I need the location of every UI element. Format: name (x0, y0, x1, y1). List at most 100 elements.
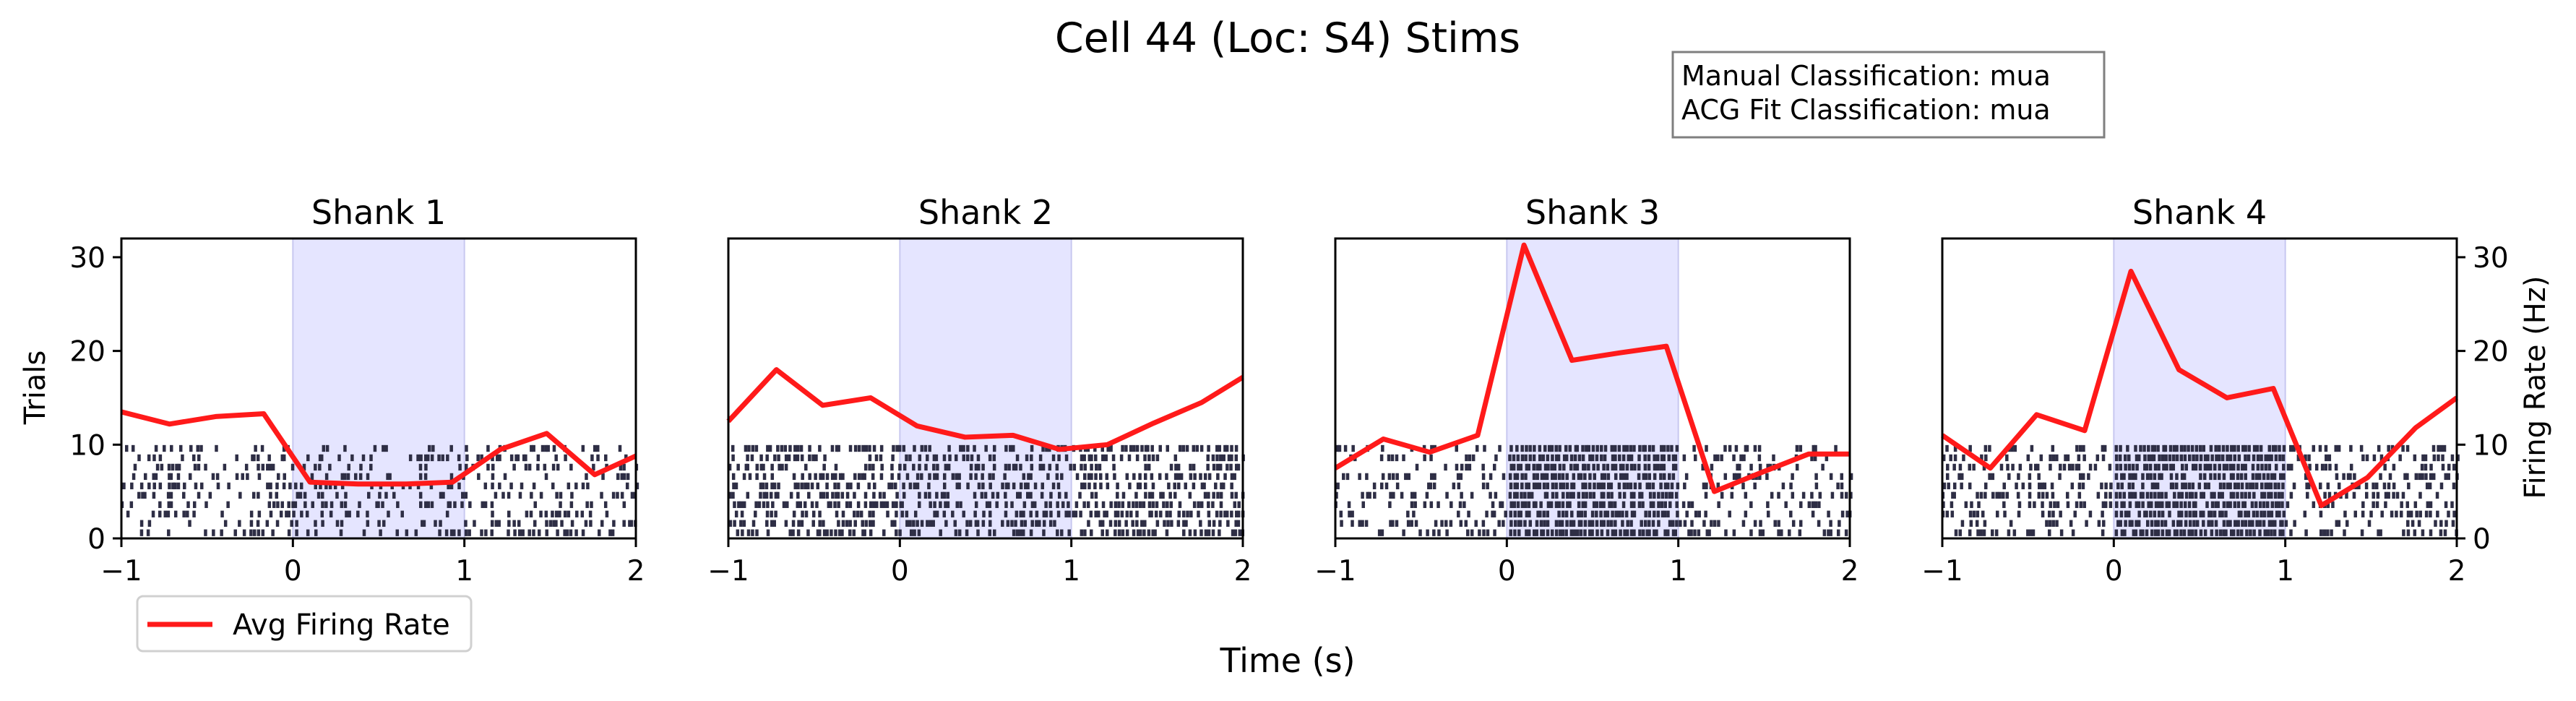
spike-tick (2418, 491, 2422, 499)
spike-tick (731, 491, 735, 499)
spike-tick (154, 444, 158, 452)
spike-tick (2254, 482, 2259, 490)
spike-tick (819, 491, 823, 499)
spike-tick (171, 482, 175, 490)
spike-tick (2184, 520, 2188, 527)
spike-tick (1562, 463, 1566, 471)
spike-tick (773, 454, 777, 462)
spike-tick (1647, 520, 1651, 527)
spike-tick (1128, 482, 1132, 490)
spike-tick (1094, 473, 1098, 481)
axes-frame (1941, 237, 2458, 540)
spike-tick (746, 454, 749, 462)
spike-tick (287, 529, 291, 536)
spike-tick (879, 454, 883, 462)
spike-tick (885, 501, 889, 508)
spike-tick (2093, 463, 2098, 471)
spike-tick (830, 529, 833, 536)
spike-tick (285, 510, 288, 517)
spike-tick (2426, 501, 2430, 508)
spike-tick (2056, 501, 2060, 508)
spike-tick (2137, 454, 2141, 462)
spike-tick (275, 491, 279, 499)
spike-tick (1154, 510, 1158, 517)
spike-tick (895, 529, 898, 536)
spike-tick (808, 473, 811, 481)
spike-tick (2051, 510, 2055, 517)
spike-tick (1662, 463, 1666, 471)
spike-tick (818, 520, 822, 527)
rate-tick-label: 20 (2473, 336, 2509, 369)
spike-tick (186, 501, 190, 508)
spike-tick (516, 454, 520, 462)
spike-tick (543, 463, 547, 471)
spike-tick (2085, 520, 2088, 527)
spike-tick (1481, 473, 1486, 481)
spike-tick (182, 510, 186, 517)
spike-tick (1192, 482, 1196, 490)
spike-tick (940, 491, 944, 499)
spike-tick (2441, 463, 2445, 471)
spike-tick (1230, 454, 1233, 462)
spike-tick (2150, 520, 2154, 527)
spike-tick (2071, 529, 2075, 536)
spike-tick (1581, 501, 1585, 508)
spike-tick (1657, 501, 1660, 508)
spike-tick (569, 463, 573, 471)
spike-tick (1129, 444, 1133, 452)
spike-tick (739, 520, 743, 527)
spike-tick (581, 482, 585, 490)
spike-tick (1051, 454, 1056, 462)
spike-tick (1520, 444, 1524, 452)
spike-tick (814, 454, 818, 462)
spike-tick (2104, 482, 2108, 490)
spike-tick (1012, 444, 1015, 452)
spike-tick (1509, 444, 1513, 452)
spike-tick (1136, 482, 1140, 490)
spike-tick (2036, 463, 2040, 471)
spike-tick (1087, 454, 1092, 462)
spike-tick (408, 454, 413, 462)
spike-tick (796, 529, 801, 536)
spike-tick (1489, 473, 1493, 481)
spike-tick (441, 491, 445, 499)
spike-tick (480, 529, 483, 536)
spike-tick (1781, 482, 1785, 490)
spike-tick (2135, 501, 2139, 508)
spike-tick (386, 473, 389, 481)
spike-tick (946, 491, 949, 499)
spike-tick (2141, 529, 2145, 536)
spike-tick (1606, 463, 1610, 471)
spike-tick (154, 473, 158, 481)
spike-tick (1132, 473, 1136, 481)
spike-tick (1583, 529, 1587, 536)
spike-tick (2158, 473, 2161, 481)
spike-tick (1566, 501, 1569, 508)
spike-tick (1690, 520, 1694, 527)
spike-tick (2220, 491, 2224, 499)
spike-tick (754, 510, 757, 517)
spike-tick (785, 501, 789, 508)
spike-tick (947, 444, 951, 452)
spike-tick (1504, 510, 1507, 517)
spike-tick (2123, 454, 2127, 462)
spike-tick (1742, 454, 1746, 462)
spike-tick (2379, 454, 2384, 462)
spike-tick (2124, 520, 2127, 527)
spike-tick (1230, 444, 1233, 452)
spike-tick (1953, 444, 1957, 452)
spike-tick (1590, 529, 1594, 536)
spike-tick (1105, 473, 1109, 481)
spike-tick (1418, 529, 1422, 536)
spike-tick (1345, 473, 1350, 481)
spike-tick (1761, 529, 1765, 536)
spike-tick (238, 520, 241, 527)
spike-tick (2199, 473, 2202, 481)
spike-tick (279, 510, 283, 517)
spike-tick (1432, 529, 1436, 536)
spike-tick (2182, 529, 2187, 536)
spike-tick (2258, 501, 2262, 508)
spike-tick (1638, 482, 1642, 490)
spike-tick (473, 520, 476, 527)
